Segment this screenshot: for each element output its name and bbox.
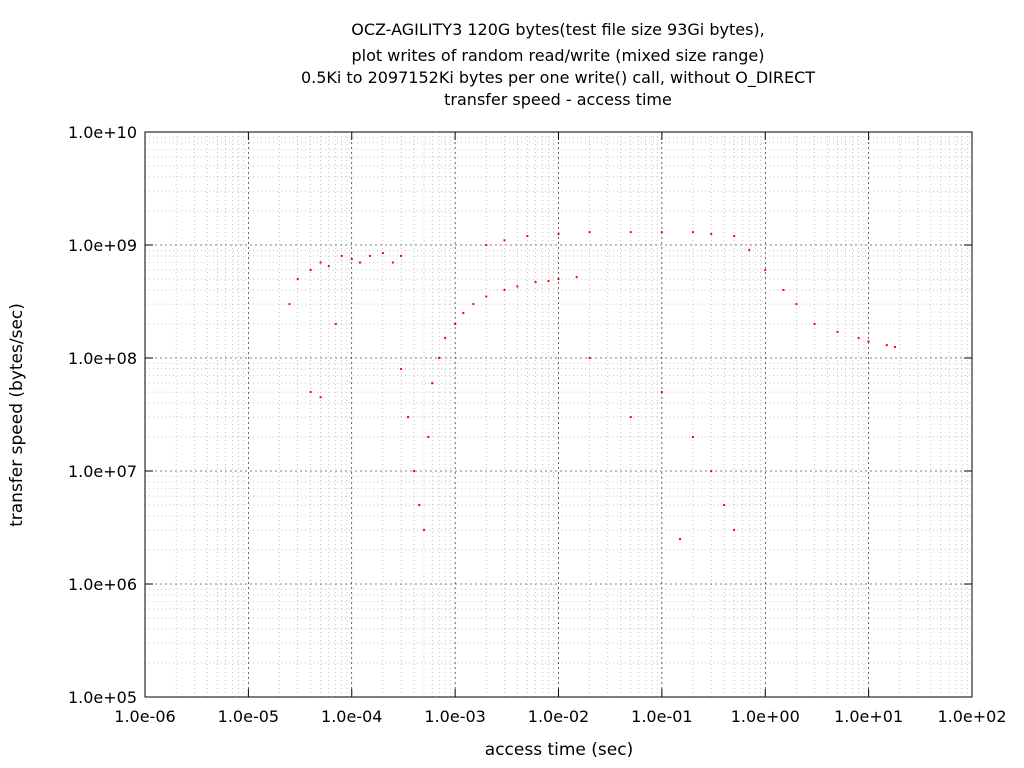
scatter-point [334,322,337,325]
x-tick-label: 1.0e-01 [631,707,692,726]
scatter-point [782,288,785,291]
axis-ticks [144,131,973,698]
scatter-point [391,261,394,264]
scatter-point [795,303,798,306]
x-tick-label: 1.0e+02 [937,707,1006,726]
y-tick-label: 1.0e+06 [68,575,137,594]
chart-title-line-2: plot writes of random read/write (mixed … [351,46,765,65]
scatter-point [516,285,519,288]
scatter-point [358,261,361,264]
chart-title-line-3: 0.5Ki to 2097152Ki bytes per one write()… [300,68,816,87]
scatter-point [400,254,403,257]
scatter-point [431,382,434,385]
x-tick-label: 1.0e-06 [114,707,175,726]
scatter-point [400,367,403,370]
scatter-point [710,470,713,472]
scatter-point [679,538,682,541]
scatter-point [454,322,457,325]
scatter-point [857,337,860,340]
scatter-point [381,251,384,254]
scatter-point [503,288,506,291]
scatter-point [340,254,343,257]
scatter-point [885,344,888,347]
scatter-point [526,235,529,238]
chart-title-line-1: OCZ-AGILITY3 120G bytes(test file size 9… [351,20,765,39]
scatter-point [288,303,291,306]
scatter-point [748,249,751,252]
scatter-point [710,233,713,236]
chart-title-line-4: transfer speed - access time [444,90,672,109]
x-tick-label: 1.0e-04 [321,707,382,726]
scatter-point [547,280,550,283]
major-gridlines [144,131,973,698]
scatter-point [327,265,330,268]
y-tick-label: 1.0e+09 [68,236,137,255]
scatter-point [462,312,465,315]
y-tick-labels: 1.0e+05 1.0e+06 1.0e+07 1.0e+08 1.0e+09 1.0e+… [68,123,137,707]
y-tick-label: 1.0e+05 [68,688,137,707]
scatter-point [894,346,897,349]
x-tick-label: 1.0e-03 [424,707,485,726]
x-axis-label: access time (sec) [484,740,634,760]
y-tick-label: 1.0e+08 [68,349,137,368]
scatter-point [723,504,726,507]
scatter-point [485,244,488,246]
x-tick-label: 1.0e+00 [731,707,800,726]
scatter-point [660,231,663,234]
scatter-point [444,337,447,340]
scatter-point [733,529,736,532]
scatter-point [588,357,591,359]
scatter-point [836,330,839,333]
x-tick-labels: 1.0e-06 1.0e-05 1.0e-04 1.0e-03 1.0e-02 1.0e-… [114,707,1006,726]
scatter-point [368,254,371,257]
scatter-point [629,416,632,419]
scatter-point [427,435,430,438]
scatter-point [557,278,560,281]
scatter-point [588,231,591,234]
scatter-point [412,470,415,472]
scatter-point [691,231,694,234]
y-tick-label: 1.0e+07 [68,462,137,481]
x-tick-label: 1.0e-05 [218,707,279,726]
scatter-point [534,281,537,284]
data-points [288,231,897,541]
scatter-point [629,231,632,234]
scatter-point [485,295,488,298]
x-tick-label: 1.0e+01 [834,707,903,726]
scatter-point [438,357,441,359]
scatter-point [406,416,409,419]
scatter-point [660,391,663,394]
scatter-point [764,269,767,272]
scatter-point [319,396,322,399]
scatter-point [575,276,578,279]
scatter-point [309,391,312,394]
scatter-point [733,235,736,238]
scatter-point [319,261,322,264]
scatter-point [296,278,299,281]
scatter-point [350,258,353,261]
y-tick-label: 1.0e+10 [68,123,137,142]
scatter-point [309,269,312,272]
scatter-point [472,303,475,306]
scatter-point [418,504,421,507]
scatter-point [813,322,816,325]
x-tick-label: 1.0e-02 [528,707,589,726]
scatter-point [867,340,870,343]
scatter-point [557,233,560,236]
scatter-point [503,239,506,242]
scatter-point [423,529,426,532]
scatter-point [691,435,694,438]
